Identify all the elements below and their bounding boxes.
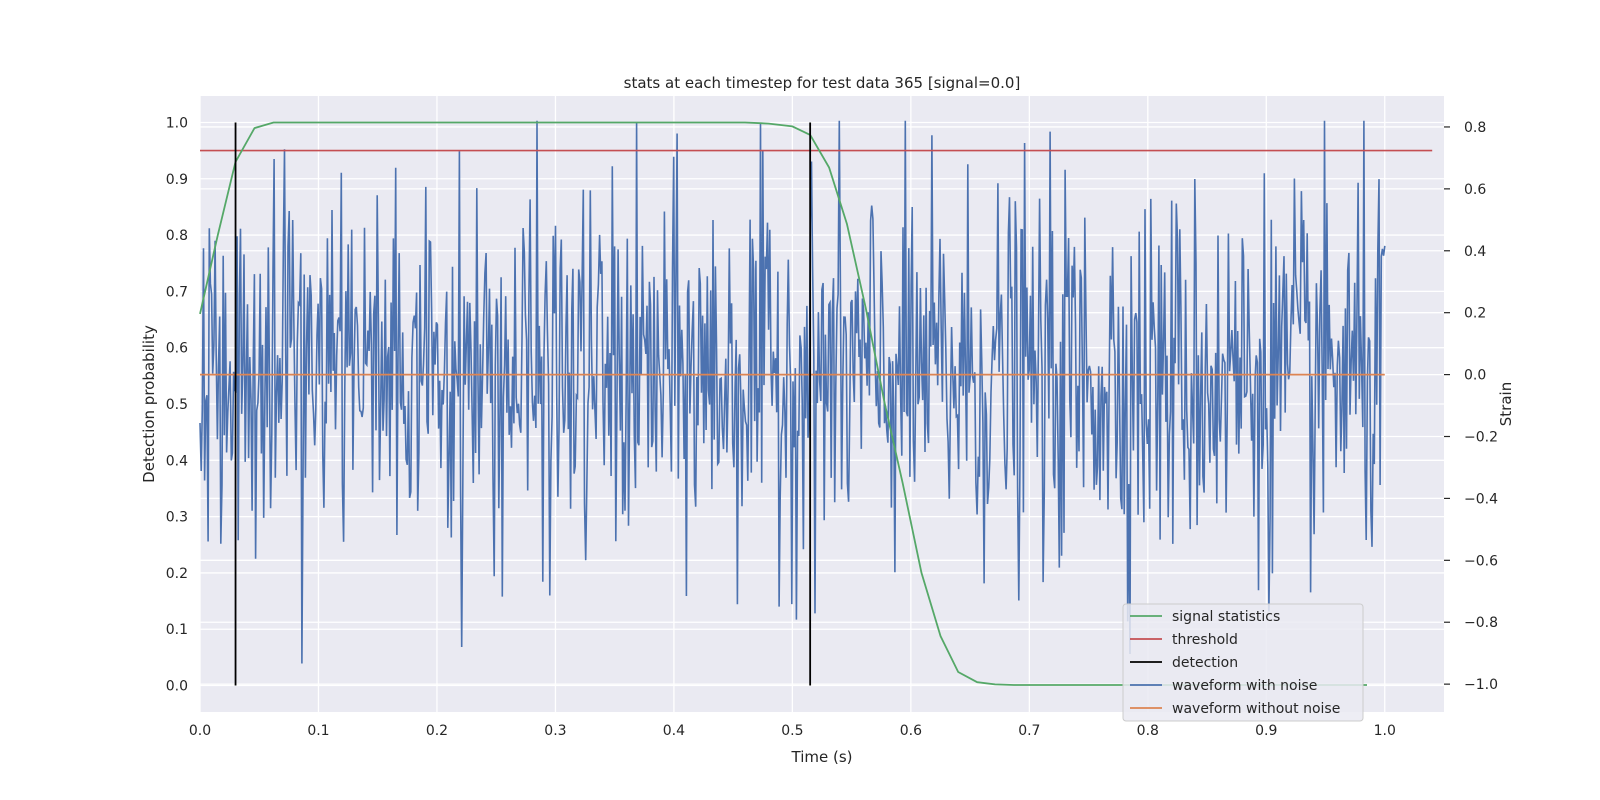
y2-tick-label: −1.0 xyxy=(1464,677,1498,693)
y-tick-label: 0.8 xyxy=(166,228,188,244)
y-tick-label: 0.2 xyxy=(166,566,188,582)
x-tick-label: 0.2 xyxy=(426,723,448,739)
y2-tick-label: 0.6 xyxy=(1464,182,1486,198)
x-tick-label: 0.9 xyxy=(1255,723,1277,739)
legend-box xyxy=(1122,603,1364,722)
x-tick-label: 1.0 xyxy=(1374,723,1396,739)
y-tick-label: 0.4 xyxy=(166,453,188,469)
y2-tick-label: 0.8 xyxy=(1464,120,1486,136)
y-tick-label: 0.7 xyxy=(166,284,188,300)
x-tick-label: 0.5 xyxy=(781,723,803,739)
x-tick-label: 0.3 xyxy=(544,723,566,739)
series-waveform-with-noise xyxy=(199,120,1386,664)
y-tick-label: 0.9 xyxy=(166,172,188,188)
x-tick-label: 0.4 xyxy=(663,723,685,739)
y-tick-label: 1.0 xyxy=(166,115,188,131)
series-layer xyxy=(199,120,1433,686)
y2-tick-label: 0.2 xyxy=(1464,306,1486,322)
y-tick-label: 0.0 xyxy=(166,679,188,695)
y-tick-label: 0.6 xyxy=(166,341,188,357)
legend-label-detection: detection xyxy=(1172,655,1238,671)
axes: 0.0 0.1 0.2 0.3 0.4 0.5 0.6 0.7 0.8 0.9 1.0 0.0 0.1 0… xyxy=(166,115,1498,739)
legend: signal statistics threshold detection wa… xyxy=(1122,603,1364,722)
x-tick-label: 0.8 xyxy=(1137,723,1159,739)
y2-tick-label: −0.2 xyxy=(1464,430,1498,446)
legend-label-signal-statistics: signal statistics xyxy=(1172,609,1280,625)
y-tick-label: 0.5 xyxy=(166,397,188,413)
y2-tick-label: −0.8 xyxy=(1464,615,1498,631)
x-tick-label: 0.7 xyxy=(1018,723,1040,739)
y2-tick-label: 0.4 xyxy=(1464,244,1486,260)
x-tick-label: 0.1 xyxy=(307,723,329,739)
y2-axis-label: Strain xyxy=(1497,382,1515,426)
y2-tick-label: −0.6 xyxy=(1464,553,1498,569)
y2-tick-label: −0.4 xyxy=(1464,491,1498,507)
y2-tick-label: 0.0 xyxy=(1464,368,1486,384)
x-axis-label: Time (s) xyxy=(791,748,853,766)
y-tick-label: 0.1 xyxy=(166,622,188,638)
chart-title: stats at each timestep for test data 365… xyxy=(624,74,1021,92)
legend-label-waveform-without-noise: waveform without noise xyxy=(1172,701,1340,717)
legend-label-threshold: threshold xyxy=(1172,632,1238,648)
series-signal-statistics xyxy=(199,121,1367,686)
y-tick-label: 0.3 xyxy=(166,510,188,526)
y-axis-label: Detection probability xyxy=(140,325,158,483)
x-tick-label: 0.6 xyxy=(900,723,922,739)
legend-label-waveform-with-noise: waveform with noise xyxy=(1172,678,1317,694)
x-tick-label: 0.0 xyxy=(189,723,211,739)
